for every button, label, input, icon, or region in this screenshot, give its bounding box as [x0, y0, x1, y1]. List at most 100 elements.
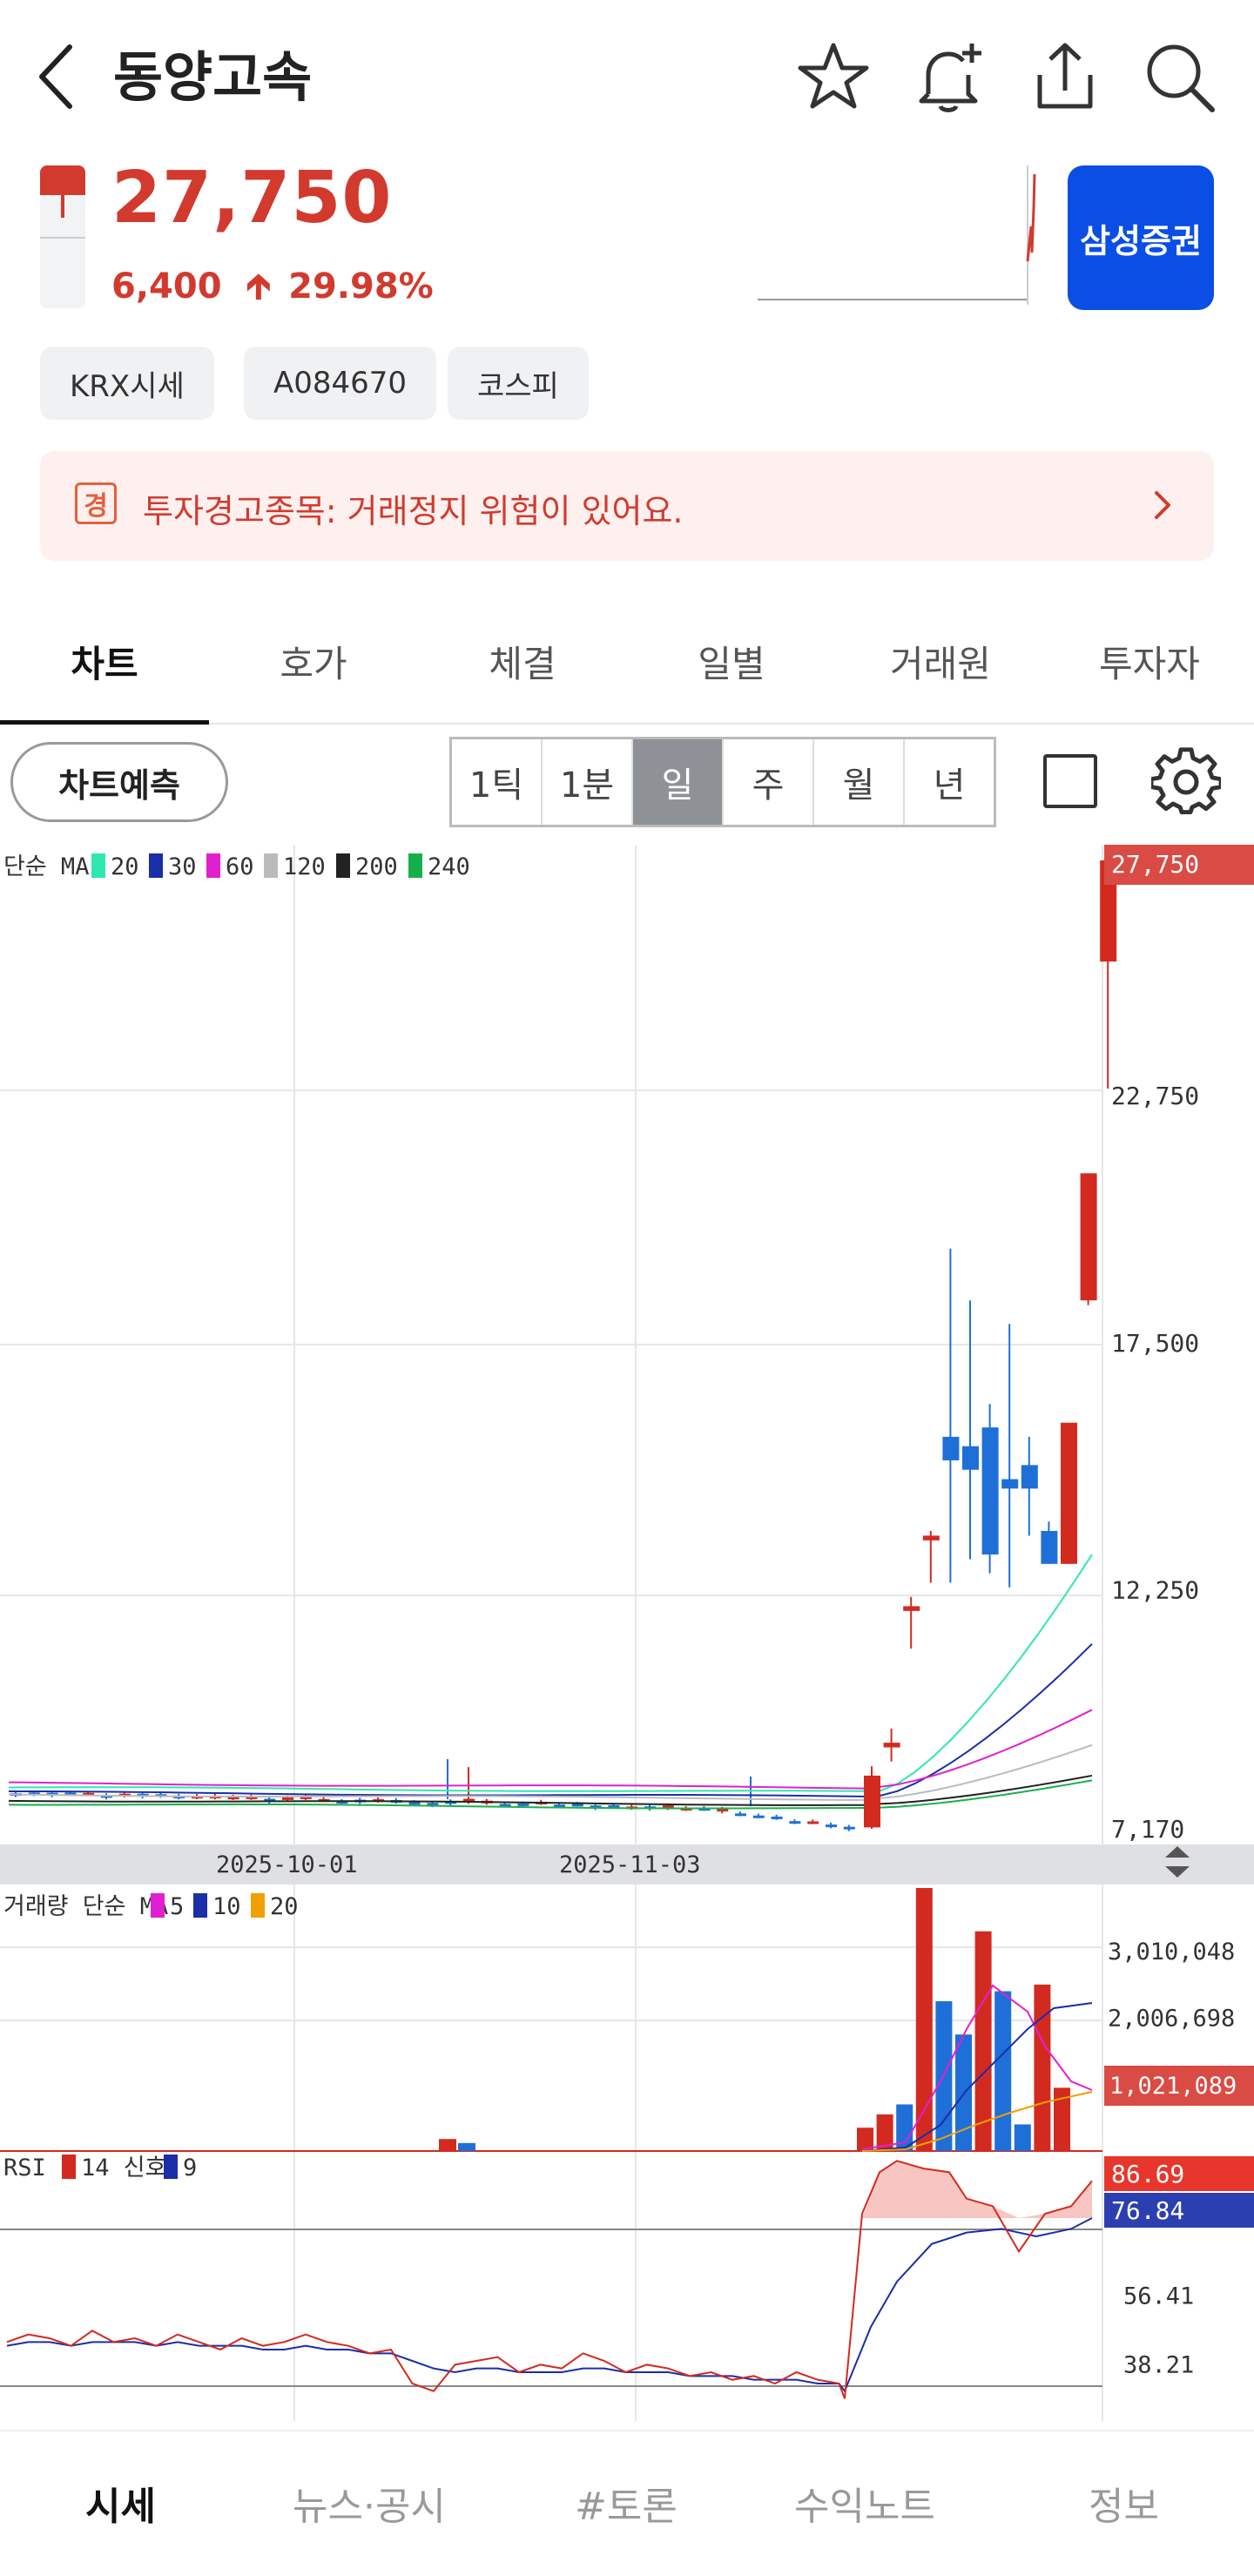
- rsi-tick-label: 56.41: [1123, 2283, 1194, 2310]
- chart-predict-button[interactable]: 차트예측: [10, 742, 228, 822]
- period-month[interactable]: 월: [814, 739, 905, 825]
- history-candle: [590, 1805, 602, 1809]
- legend-label: 14 신호: [81, 2155, 166, 2182]
- candle-body: [1080, 1173, 1097, 1301]
- legend-label: 20: [270, 1893, 299, 1920]
- history-candle: [64, 1792, 77, 1796]
- legend-label: 20: [111, 853, 139, 880]
- legend-swatch: [149, 853, 163, 878]
- last-volume-label: 1,021,089: [1109, 2073, 1237, 2100]
- tab-daily[interactable]: 일별: [698, 642, 765, 685]
- rsi-lines: [6, 2160, 1093, 2399]
- nav-profit-note[interactable]: 수익노트: [794, 2485, 935, 2529]
- candle-body: [922, 1535, 940, 1541]
- ma-line: [8, 1774, 1093, 1806]
- legend-swatch: [336, 853, 350, 878]
- candle-body: [981, 1427, 999, 1554]
- price-tick-label: 7,170: [1111, 1815, 1184, 1844]
- back-icon[interactable]: [35, 42, 77, 111]
- history-candle: [246, 1796, 258, 1799]
- gear-icon[interactable]: [1151, 747, 1221, 817]
- history-candle: [227, 1797, 239, 1800]
- last-volume-marker: [1104, 2066, 1254, 2106]
- history-candle: [717, 1809, 729, 1812]
- period-tick[interactable]: 1틱: [452, 739, 543, 825]
- ma-line: [8, 1554, 1093, 1792]
- chip-code[interactable]: A084670: [244, 347, 437, 420]
- investment-warning-banner[interactable]: 경 투자경고종목: 거래정지 위험이 있어요.: [40, 451, 1214, 561]
- ma-line: [8, 1779, 1093, 1810]
- nav-quote[interactable]: 시세: [85, 2485, 156, 2529]
- tab-investors[interactable]: 투자자: [1099, 642, 1200, 685]
- nav-info[interactable]: 정보: [1089, 2485, 1159, 2529]
- rsi-value-marker: [1104, 2156, 1254, 2191]
- change-percent: 29.98%: [288, 266, 434, 307]
- star-icon[interactable]: [794, 38, 873, 117]
- candle-body: [864, 1775, 880, 1828]
- intraday-sparkline: [758, 165, 1036, 305]
- fullscreen-icon[interactable]: [1043, 754, 1097, 808]
- history-candle: [698, 1808, 711, 1811]
- stock-chart[interactable]: 2025-10-01 2025-11-03 단순 MA 20 30 60 120 200 2…: [0, 845, 1254, 2421]
- period-week[interactable]: 주: [724, 739, 814, 825]
- period-year[interactable]: 년: [933, 765, 966, 806]
- ma-line: [8, 1709, 1093, 1790]
- volume-bar: [974, 1931, 992, 2151]
- tab-chart[interactable]: 차트: [0, 601, 209, 725]
- history-candle: [571, 1804, 583, 1807]
- history-candle: [300, 1796, 312, 1799]
- legend-swatch: [91, 853, 105, 878]
- chip-index[interactable]: 코스피: [448, 347, 589, 420]
- price-tick-label: 12,250: [1111, 1576, 1199, 1605]
- bottom-nav: 시세 뉴스·공시 #토론 수익노트 정보: [0, 2430, 1254, 2576]
- legend-prefix: 단순 MA: [3, 853, 89, 880]
- legend-label: 9: [183, 2155, 197, 2182]
- history-candle: [843, 1826, 855, 1830]
- share-icon[interactable]: [1026, 38, 1104, 117]
- history-candle: [771, 1816, 783, 1819]
- search-icon[interactable]: [1141, 38, 1219, 117]
- history-candle: [28, 1792, 40, 1796]
- history-candle: [282, 1797, 293, 1800]
- history-candle: [408, 1802, 421, 1805]
- history-candle: [445, 1801, 457, 1804]
- rsi-tick-label: 38.21: [1123, 2351, 1194, 2378]
- volume-bars: [857, 1888, 1070, 2151]
- price-tick-label: 22,750: [1111, 1082, 1199, 1110]
- history-candle: [517, 1803, 529, 1806]
- nav-discussion[interactable]: #토론: [575, 2485, 678, 2529]
- last-price-label: 27,750: [1111, 850, 1199, 879]
- legend-label: 240: [428, 853, 470, 880]
- rsi-line: [6, 2160, 1093, 2399]
- history-candle: [752, 1815, 765, 1818]
- price-axis: 7,170 12,250 17,500 22,750: [1111, 1082, 1199, 1844]
- moving-average-lines: [8, 1554, 1093, 1810]
- history-candle: [608, 1804, 620, 1808]
- period-minute[interactable]: 1분: [543, 739, 633, 825]
- candle-body: [962, 1446, 979, 1470]
- volume-bar: [915, 1888, 933, 2151]
- history-volume-bar: [439, 2139, 456, 2151]
- date-label-1: 2025-10-01: [216, 1851, 358, 1878]
- tab-brokers[interactable]: 거래원: [890, 642, 991, 685]
- bell-plus-icon[interactable]: [909, 38, 988, 117]
- chip-market[interactable]: KRX시세: [40, 347, 214, 420]
- tab-trades[interactable]: 체결: [489, 642, 556, 685]
- legend-label: 200: [355, 853, 398, 880]
- candle-body: [942, 1436, 960, 1460]
- history-candle: [336, 1801, 348, 1804]
- period-day[interactable]: 일: [633, 739, 724, 825]
- tab-orderbook[interactable]: 호가: [280, 642, 347, 685]
- candle-body: [1001, 1479, 1019, 1489]
- signal-value-marker: [1104, 2193, 1254, 2228]
- legend-label: 60: [226, 853, 254, 880]
- rsi-axis: 38.21 56.41: [1123, 2283, 1194, 2379]
- resize-handle-icon[interactable]: [1165, 1846, 1190, 1878]
- rsi-legend: RSI 14 신호 9: [3, 2155, 197, 2182]
- history-candle: [680, 1808, 692, 1811]
- nav-news[interactable]: 뉴스·공시: [293, 2485, 446, 2529]
- ma-line: [8, 1743, 1093, 1801]
- date-axis-bar: [0, 1844, 1254, 1885]
- broker-button[interactable]: 삼성증권: [1068, 165, 1214, 310]
- legend-swatch: [193, 1893, 207, 1918]
